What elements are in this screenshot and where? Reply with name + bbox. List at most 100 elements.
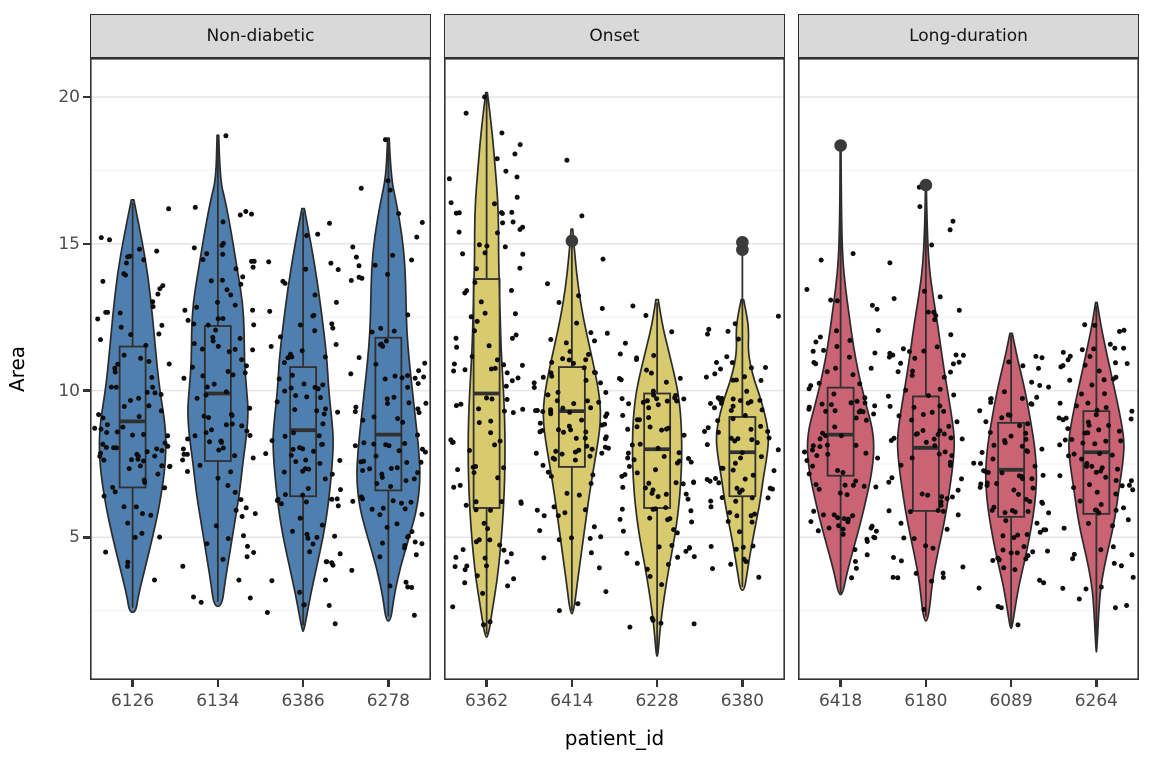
jitter-point [299, 348, 305, 354]
jitter-point [689, 519, 695, 525]
jitter-point [213, 523, 219, 529]
jitter-point [512, 151, 518, 157]
jitter-point [626, 401, 632, 407]
jitter-point [875, 455, 881, 461]
jitter-point [1024, 532, 1030, 537]
jitter-point [634, 424, 640, 430]
jitter-point [328, 260, 334, 266]
jitter-point [301, 381, 307, 387]
jitter-point [576, 293, 582, 299]
jitter-point [332, 533, 338, 539]
jitter-point [510, 219, 516, 225]
violin-6228 [631, 298, 683, 658]
jitter-point [1096, 368, 1102, 374]
jitter-point [934, 344, 940, 350]
jitter-point [138, 355, 144, 361]
jitter-point [834, 344, 840, 349]
jitter-point [232, 302, 238, 308]
jitter-point [1086, 422, 1092, 428]
jitter-point [653, 467, 658, 473]
jitter-point [734, 485, 740, 491]
jitter-point [474, 573, 480, 579]
jitter-point [488, 418, 494, 424]
jitter-point [885, 393, 891, 399]
jitter-point [646, 480, 652, 486]
jitter-point [1092, 322, 1098, 328]
jitter-point [250, 455, 256, 461]
jitter-point [832, 408, 838, 414]
jitter-point [208, 278, 214, 284]
jitter-point [921, 607, 927, 612]
jitter-point [1037, 577, 1043, 583]
jitter-point [213, 327, 219, 333]
jitter-point [644, 398, 650, 404]
y-tick-label: 5 [69, 527, 80, 548]
jitter-point [811, 508, 817, 514]
jitter-point [128, 332, 134, 338]
jitter-point [414, 234, 420, 240]
jitter-point [631, 457, 637, 463]
jitter-point [758, 454, 764, 460]
jitter-point [268, 344, 274, 349]
jitter-point [1065, 426, 1071, 432]
jitter-point [237, 212, 243, 218]
jitter-point [589, 446, 595, 452]
jitter-point [575, 601, 581, 607]
jitter-point [485, 526, 491, 532]
jitter-point [123, 260, 129, 266]
jitter-point [1094, 489, 1100, 495]
jitter-point [333, 342, 339, 347]
x-tick-label: 6418 [818, 691, 863, 711]
jitter-point [242, 370, 248, 376]
jitter-point [587, 453, 593, 459]
jitter-point [921, 348, 927, 354]
jitter-point [220, 556, 226, 562]
jitter-point [220, 219, 226, 225]
jitter-point [1130, 487, 1136, 493]
jitter-point [204, 384, 210, 390]
jitter-point [585, 398, 590, 404]
jitter-point [352, 409, 358, 415]
jitter-point [1085, 430, 1091, 436]
jitter-point [1020, 476, 1025, 482]
jitter-point [1006, 359, 1012, 365]
jitter-point [263, 451, 269, 457]
jitter-point [909, 373, 915, 378]
jitter-point [909, 417, 915, 423]
jitter-point [492, 442, 498, 448]
jitter-point [1083, 586, 1089, 592]
jitter-point [710, 566, 715, 572]
jitter-point [804, 458, 810, 463]
jitter-point [844, 492, 850, 498]
jitter-point [501, 362, 507, 368]
jitter-point [423, 400, 429, 406]
jitter-point [315, 386, 321, 392]
jitter-point [920, 412, 926, 417]
jitter-point [707, 478, 713, 484]
jitter-point [658, 620, 664, 626]
jitter-point [837, 490, 843, 496]
x-tick-label: 6126 [110, 691, 155, 711]
jitter-point [948, 369, 953, 375]
jitter-point [540, 409, 546, 415]
jitter-point [492, 365, 498, 371]
violin-6089 [984, 332, 1038, 630]
jitter-point [898, 558, 904, 564]
jitter-point [588, 330, 594, 336]
jitter-point [301, 602, 307, 608]
jitter-point [288, 385, 294, 391]
jitter-point [467, 448, 472, 453]
jitter-point [914, 431, 920, 437]
jitter-point [158, 392, 164, 397]
jitter-point [473, 499, 479, 505]
jitter-point [247, 405, 253, 411]
jitter-point [450, 604, 456, 610]
jitter-point [599, 450, 605, 456]
x-tick-mark [131, 680, 134, 687]
jitter-point [579, 213, 585, 219]
jitter-point [229, 413, 235, 418]
jitter-point [959, 476, 964, 482]
jitter-point [647, 424, 653, 430]
jitter-point [850, 513, 856, 519]
jitter-point [706, 326, 712, 332]
